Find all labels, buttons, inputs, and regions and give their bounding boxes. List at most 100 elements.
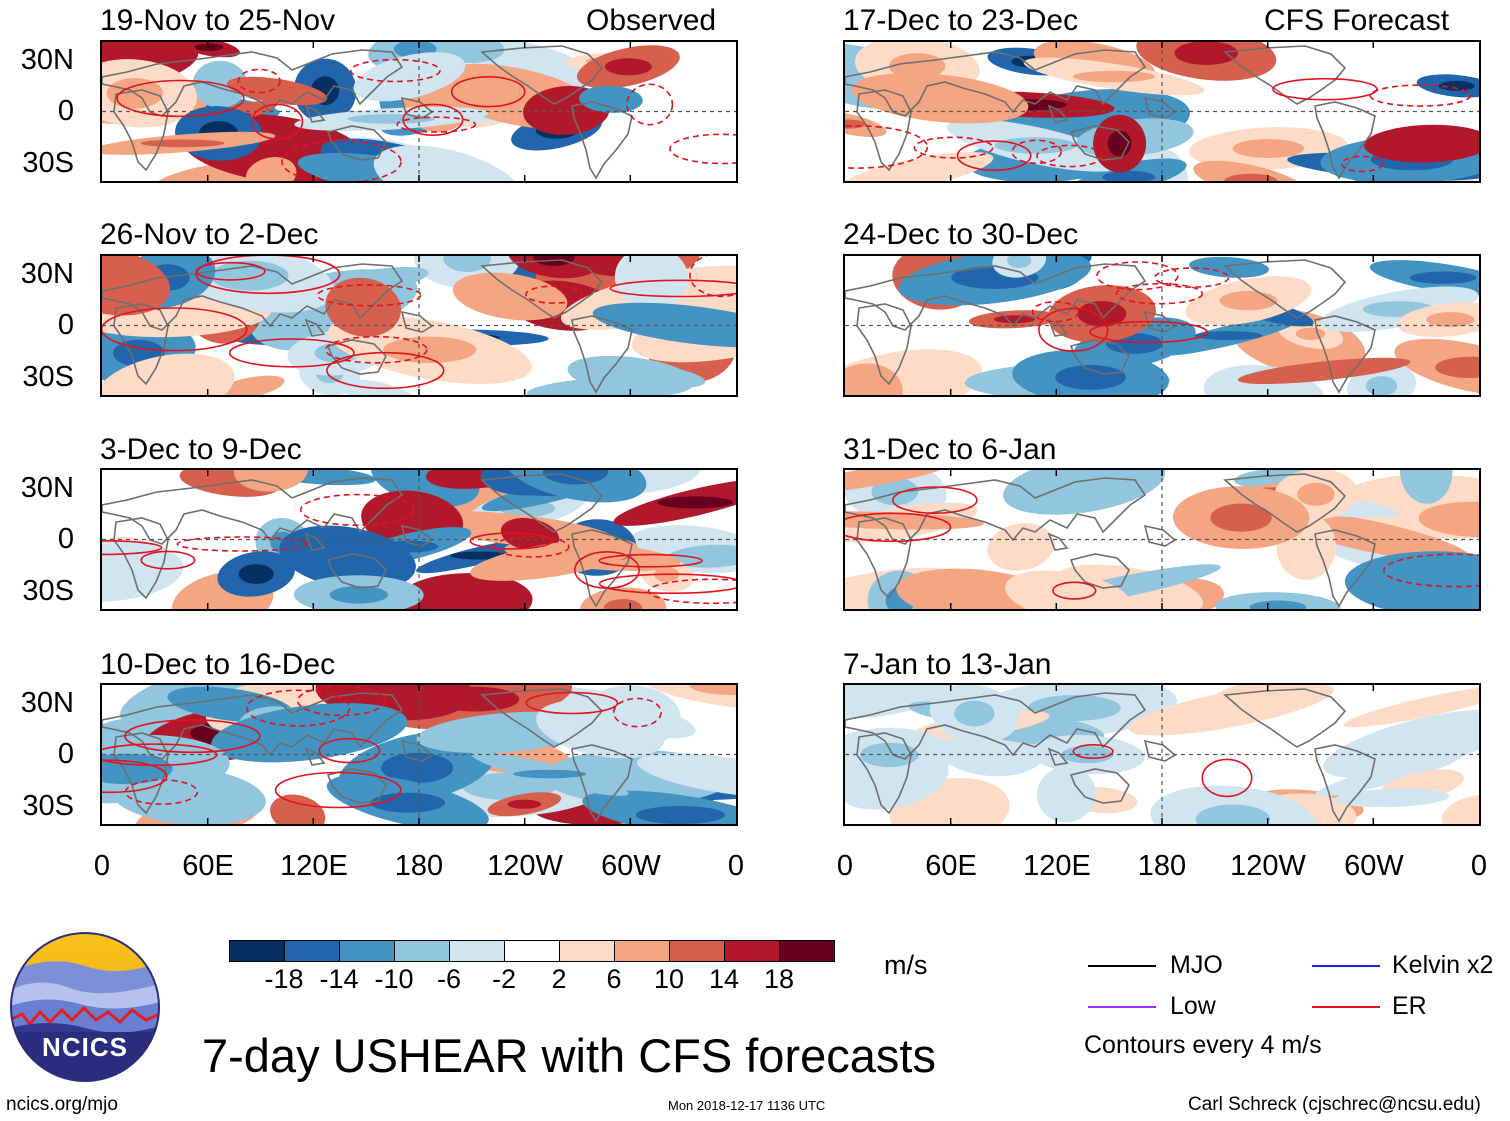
er-contour <box>318 737 381 764</box>
panel-title-8: 7-Jan to 13-Jan <box>843 648 1052 681</box>
er-contour <box>626 83 674 126</box>
coastline <box>845 477 1147 545</box>
shear-anomaly-region <box>851 72 1029 124</box>
lat-label-30s: 30S <box>22 790 74 822</box>
site-link[interactable]: ncics.org/mjo <box>6 1094 118 1115</box>
lon-label-0: 0 <box>93 850 111 882</box>
lon-label-0: 0 <box>1470 850 1488 882</box>
lat-label-eq: 0 <box>57 309 74 341</box>
shear-anomaly-core <box>347 114 435 124</box>
coastline <box>1069 553 1130 589</box>
shear-anomaly-core <box>1007 256 1032 269</box>
colorbar-tick-label: 6 <box>606 964 622 994</box>
coastline <box>1069 768 1130 804</box>
panel-title-2: 26-Nov to 2-Dec <box>100 218 319 251</box>
shear-anomaly-region <box>845 152 994 181</box>
shear-anomaly-region <box>1189 256 1269 278</box>
er-contour <box>1115 282 1204 305</box>
shear-anomaly-region <box>270 794 326 824</box>
colorbar-swatch <box>394 940 450 962</box>
er-contour <box>845 512 952 543</box>
lat-label-eq: 0 <box>57 523 74 555</box>
er-contour <box>326 351 445 390</box>
shear-anomaly-core <box>860 742 919 768</box>
coastline <box>1143 524 1177 547</box>
map-canvas <box>102 470 736 609</box>
lat-label-30s: 30S <box>22 147 74 179</box>
er-contour <box>598 573 736 594</box>
er-contour <box>1038 307 1109 352</box>
er-contour <box>956 140 1032 172</box>
shear-anomaly-core <box>603 599 643 609</box>
er-contour <box>281 140 402 181</box>
er-contour <box>324 335 428 364</box>
coastline <box>845 692 1147 760</box>
map-panel-1 <box>100 40 738 183</box>
coastline <box>326 125 387 161</box>
observed-label: Observed <box>586 4 717 37</box>
shear-anomaly-region <box>102 353 235 395</box>
colorbar-swatch <box>229 940 285 962</box>
map-panel-6 <box>843 254 1481 397</box>
shear-anomaly-core <box>383 336 477 363</box>
coastline <box>856 732 912 815</box>
lat-label-30n: 30N <box>20 472 74 504</box>
er-contour <box>349 58 441 83</box>
shear-anomaly-region <box>637 752 736 798</box>
lat-label-30n: 30N <box>20 687 74 719</box>
coastline <box>304 532 326 551</box>
lon-label-180: 180 <box>1137 850 1187 882</box>
map-canvas <box>102 685 736 824</box>
coastline <box>400 739 434 762</box>
er-contour <box>469 532 554 550</box>
shear-anomaly-core <box>604 58 652 76</box>
shear-anomaly-core <box>1426 312 1475 328</box>
lat-label-eq: 0 <box>57 95 74 127</box>
timestamp: Mon 2018-12-17 1136 UTC <box>668 1098 826 1113</box>
colorbar-tick-label: 18 <box>763 964 795 994</box>
coastline <box>304 318 326 337</box>
shear-anomaly-core <box>1055 365 1126 390</box>
map-panel-8 <box>843 683 1481 826</box>
shear-anomaly-core <box>993 315 1036 324</box>
coastline <box>856 89 912 172</box>
shear-anomaly-region <box>1333 788 1450 808</box>
map-canvas <box>102 256 736 395</box>
shear-anomaly-region <box>353 52 466 102</box>
coastline <box>845 49 1147 117</box>
map-panel-7 <box>843 468 1481 611</box>
map-canvas <box>845 685 1479 824</box>
er-contour <box>124 719 261 754</box>
shear-anomaly-core <box>329 586 388 604</box>
colorbar-tick-label: 14 <box>708 964 740 994</box>
shear-anomaly-region <box>536 700 665 759</box>
lon-label-180: 180 <box>394 850 444 882</box>
coastline <box>571 315 633 394</box>
shear-anomaly-region <box>1441 794 1479 824</box>
map-panel-4 <box>100 683 738 826</box>
shear-anomaly-region <box>1343 685 1479 728</box>
lon-label-120w: 120W <box>1230 850 1306 882</box>
coastline <box>1314 315 1376 394</box>
colorbar-tick-label: 2 <box>551 964 567 994</box>
coastline <box>480 688 604 748</box>
lat-label-30s: 30S <box>22 575 74 607</box>
legend-mjo-label: MJO <box>1170 951 1223 979</box>
lat-label-30n: 30N <box>20 258 74 290</box>
map-panel-3 <box>100 468 738 611</box>
lon-label-60w: 60W <box>1344 850 1404 882</box>
shear-anomaly-region <box>226 76 328 106</box>
coastline <box>102 263 404 331</box>
er-contour <box>195 256 341 295</box>
shear-anomaly-region <box>1323 709 1479 778</box>
coastline <box>304 747 326 766</box>
er-contour <box>1383 553 1479 588</box>
colorbar-swatch <box>559 940 615 962</box>
shear-anomaly-core <box>1195 804 1271 824</box>
shear-anomaly-core <box>238 564 274 584</box>
er-contour <box>246 689 351 727</box>
shear-anomaly-core <box>507 799 542 809</box>
shear-anomaly-region <box>279 525 416 590</box>
shear-anomaly-core <box>1174 42 1238 66</box>
legend-er-line <box>1312 1006 1380 1008</box>
